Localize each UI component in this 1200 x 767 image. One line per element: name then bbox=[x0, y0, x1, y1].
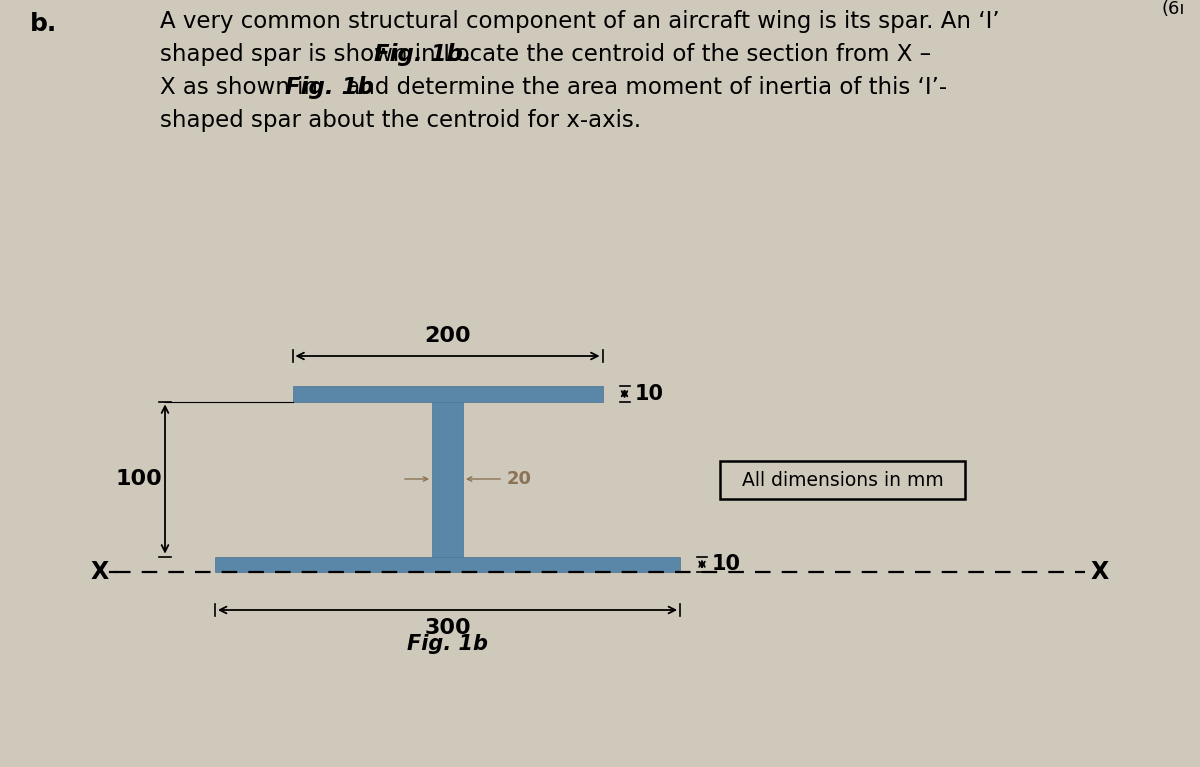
Bar bbox=[215, 557, 680, 572]
Text: and determine the area moment of inertia of this ‘I’-: and determine the area moment of inertia… bbox=[340, 76, 948, 99]
Text: Fig. 1b: Fig. 1b bbox=[407, 634, 488, 654]
Text: 200: 200 bbox=[424, 326, 470, 346]
Text: Fig. 1b.: Fig. 1b. bbox=[373, 43, 472, 66]
Text: Locate the centroid of the section from X –: Locate the centroid of the section from … bbox=[437, 43, 931, 66]
Text: Fig. 1b: Fig. 1b bbox=[284, 76, 373, 99]
Text: shaped spar about the centroid for x-axis.: shaped spar about the centroid for x-axi… bbox=[160, 109, 641, 132]
Text: 20: 20 bbox=[508, 470, 532, 488]
Text: 300: 300 bbox=[424, 618, 470, 638]
Text: (6ı: (6ı bbox=[1162, 0, 1186, 18]
Text: shaped spar is shown in: shaped spar is shown in bbox=[160, 43, 443, 66]
Text: b.: b. bbox=[30, 12, 58, 36]
Text: A very common structural component of an aircraft wing is its spar. An ‘I’: A very common structural component of an… bbox=[160, 10, 1000, 33]
Text: 10: 10 bbox=[635, 384, 664, 403]
Text: All dimensions in mm: All dimensions in mm bbox=[742, 470, 943, 489]
Text: 100: 100 bbox=[115, 469, 162, 489]
Bar bbox=[432, 401, 463, 557]
Text: X: X bbox=[1091, 560, 1109, 584]
Bar bbox=[293, 386, 602, 401]
Text: X: X bbox=[91, 560, 109, 584]
Text: 10: 10 bbox=[712, 555, 742, 574]
Text: X as shown in: X as shown in bbox=[160, 76, 325, 99]
